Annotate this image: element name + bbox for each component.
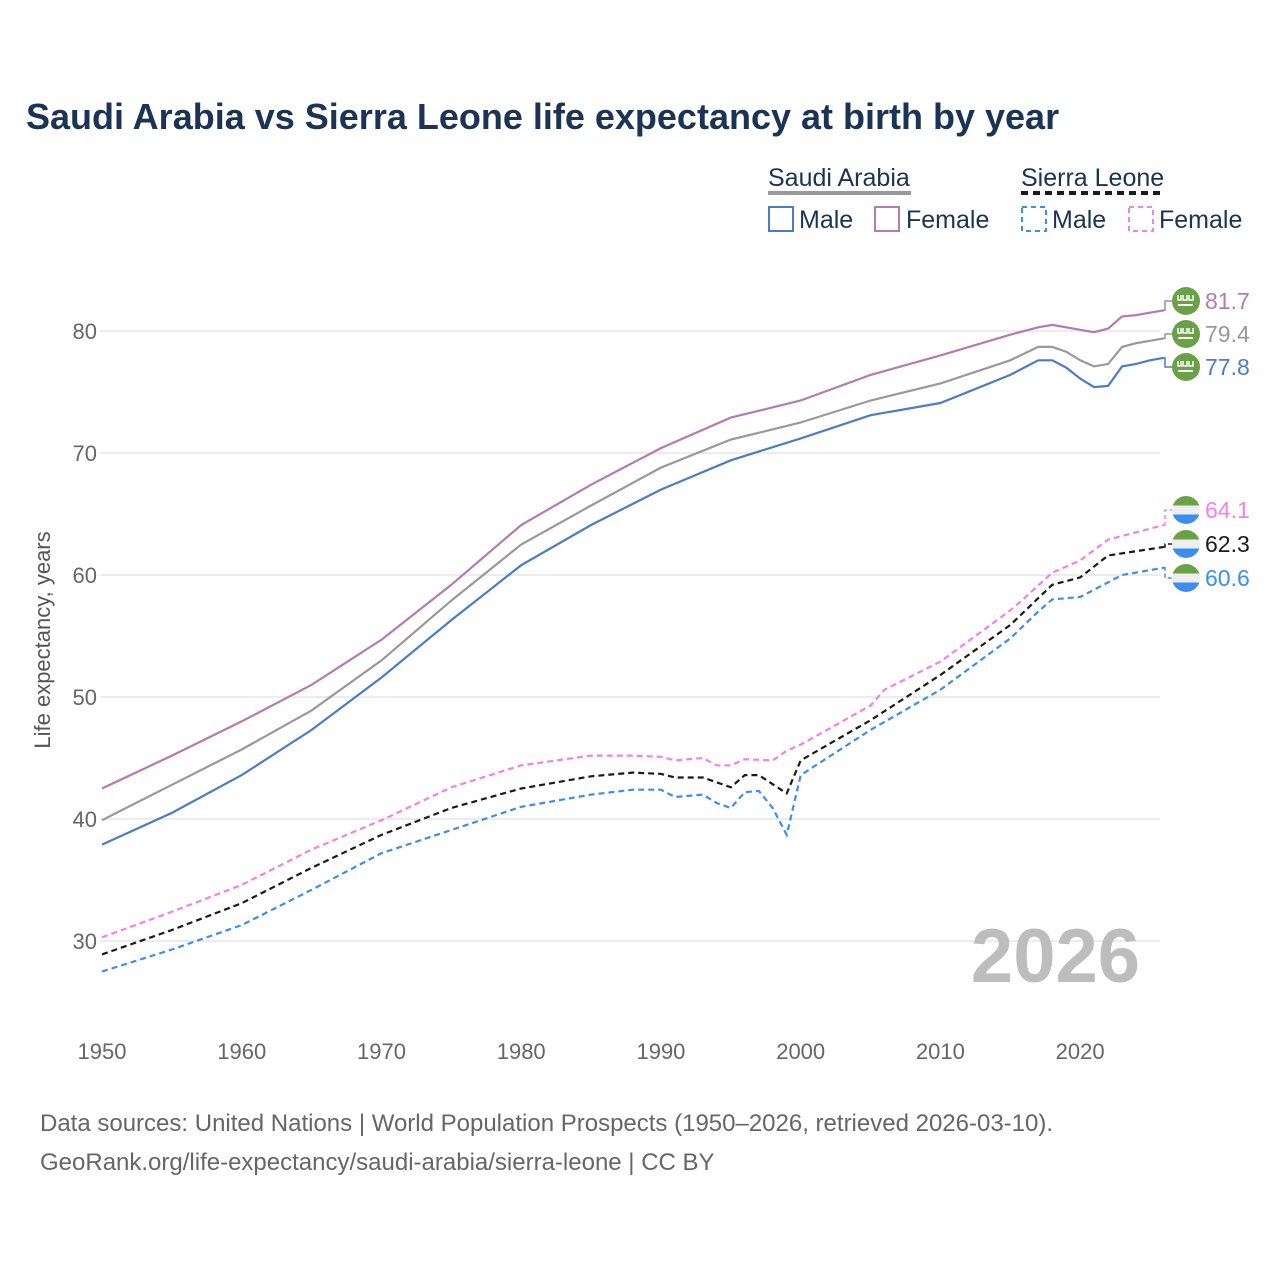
legend: Saudi Arabia Male Female Sierra Leone Ma… [768, 164, 1242, 234]
y-tick-label: 80 [73, 319, 97, 344]
legend-group-sierra-leone: Sierra Leone [1021, 164, 1164, 192]
chart-title: Saudi Arabia vs Sierra Leone life expect… [26, 96, 1059, 137]
end-value-label: 77.8 [1205, 354, 1250, 380]
flag-sword [1178, 337, 1193, 339]
y-tick-label: 30 [73, 929, 97, 954]
x-tick-label: 2000 [776, 1039, 825, 1064]
x-tick-label: 1990 [636, 1039, 685, 1064]
flag-script [1177, 295, 1194, 301]
sierra-leone-flag-icon [1172, 496, 1200, 524]
series-line-saudi-arabia-male [101, 356, 1165, 846]
series-line-sierra-leone-total [101, 545, 1165, 956]
legend-label-sa-female: Female [906, 206, 989, 234]
end-value-label: 60.6 [1205, 565, 1250, 591]
end-label-connector [1164, 333, 1173, 340]
end-label-connector [1164, 300, 1173, 312]
y-tick-label: 50 [73, 685, 97, 710]
saudi-arabia-flag-icon [1172, 287, 1200, 315]
year-watermark: 2026 [971, 914, 1140, 999]
end-value-label: 62.3 [1205, 531, 1250, 557]
y-tick-label: 70 [73, 441, 97, 466]
legend-label-sa-male: Male [799, 206, 853, 234]
series-line-saudi-arabia-female [101, 309, 1165, 790]
source-line-1: Data sources: United Nations | World Pop… [40, 1110, 1053, 1137]
end-label-connector [1164, 509, 1173, 526]
x-tick-label: 1980 [497, 1039, 546, 1064]
series-line-saudi-arabia-total [101, 337, 1165, 822]
end-label-connector [1164, 566, 1173, 579]
legend-swatch-sl-male [1021, 206, 1047, 232]
legend-group-saudi-arabia: Saudi Arabia [768, 164, 910, 192]
end-label-connector [1164, 543, 1173, 548]
end-value-label: 64.1 [1205, 497, 1250, 523]
flag-script [1177, 361, 1194, 367]
y-axis-label: Life expectancy, years [30, 531, 55, 748]
flag-sword [1178, 304, 1193, 306]
legend-swatch-sa-male [768, 206, 794, 232]
series-line-sierra-leone-male [101, 566, 1165, 973]
x-tick-label: 1960 [217, 1039, 266, 1064]
x-tick-label: 2020 [1056, 1039, 1105, 1064]
legend-swatch-sa-female [874, 206, 900, 232]
y-tick-label: 40 [73, 807, 97, 832]
legend-label-sl-male: Male [1052, 206, 1106, 234]
legend-label-sl-female: Female [1159, 206, 1242, 234]
source-line-2: GeoRank.org/life-expectancy/saudi-arabia… [40, 1149, 715, 1176]
saudi-arabia-flag-icon [1172, 353, 1200, 381]
series-line-sierra-leone-female [101, 523, 1165, 939]
x-tick-label: 1950 [78, 1039, 127, 1064]
sierra-leone-flag-icon [1172, 530, 1200, 558]
end-label-connector [1164, 357, 1173, 368]
y-tick-label: 60 [73, 563, 97, 588]
x-tick-label: 2010 [916, 1039, 965, 1064]
legend-swatch-sl-female [1128, 206, 1154, 232]
x-tick-label: 1970 [357, 1039, 406, 1064]
flag-sword [1178, 370, 1193, 372]
flag-script [1177, 328, 1194, 334]
end-value-label: 79.4 [1205, 321, 1250, 347]
end-value-label: 81.7 [1205, 288, 1250, 314]
sierra-leone-flag-icon [1172, 564, 1200, 592]
saudi-arabia-flag-icon [1172, 320, 1200, 348]
